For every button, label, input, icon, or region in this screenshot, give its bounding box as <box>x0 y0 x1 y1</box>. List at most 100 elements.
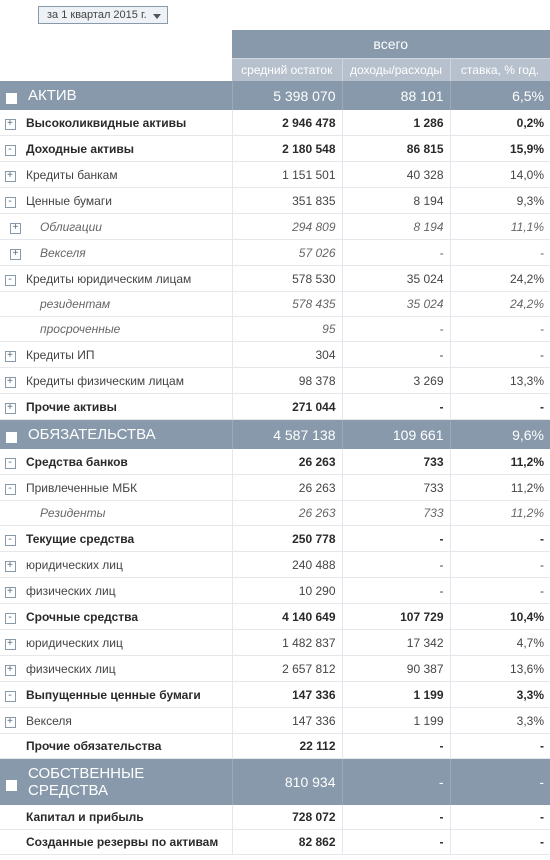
table-row: -Текущие средства250 778-- <box>0 526 550 552</box>
toggle-cell <box>0 317 22 342</box>
toggle-cell[interactable]: - <box>0 604 22 630</box>
cell-v3: 14,0% <box>450 162 550 188</box>
cell-v1: 4 587 138 <box>232 420 342 450</box>
cell-v1: 95 <box>232 317 342 342</box>
expand-icon[interactable]: + <box>5 351 16 362</box>
row-label: Прочие активы <box>22 394 232 420</box>
expand-icon[interactable]: + <box>10 249 21 260</box>
row-label: ОБЯЗАТЕЛЬСТВА <box>22 420 232 450</box>
toggle-cell[interactable]: - <box>0 81 22 110</box>
cell-v2: - <box>342 317 450 342</box>
toggle-cell[interactable]: + <box>0 656 22 682</box>
period-select[interactable]: за 1 квартал 2015 г. <box>38 6 168 24</box>
row-label: Срочные средства <box>22 604 232 630</box>
expand-icon[interactable]: + <box>5 119 16 130</box>
cell-v3: 11,2% <box>450 501 550 526</box>
cell-v1: 578 530 <box>232 266 342 292</box>
cell-v3: - <box>450 734 550 759</box>
row-label: Кредиты физическим лицам <box>22 368 232 394</box>
collapse-icon[interactable]: - <box>5 691 16 702</box>
cell-v3: 3,3% <box>450 682 550 708</box>
cell-v3: - <box>450 394 550 420</box>
expand-icon[interactable]: + <box>5 717 16 728</box>
toggle-cell[interactable]: + <box>0 110 22 136</box>
toggle-cell[interactable]: + <box>0 552 22 578</box>
table-row: +юридических лиц1 482 83717 3424,7% <box>0 630 550 656</box>
cell-v3: 11,1% <box>450 214 550 240</box>
col-avg-balance[interactable]: средний остаток <box>232 59 342 82</box>
collapse-icon[interactable]: - <box>6 93 17 104</box>
chevron-down-icon <box>153 14 161 19</box>
col-rate[interactable]: ставка, % год. <box>450 59 550 82</box>
collapse-icon[interactable]: - <box>6 432 17 443</box>
expand-icon[interactable]: + <box>10 223 21 234</box>
cell-v3: 3,3% <box>450 708 550 734</box>
table-row: Резиденты26 26373311,2% <box>0 501 550 526</box>
expand-icon[interactable]: + <box>5 639 16 650</box>
row-label: АКТИВ <box>22 81 232 110</box>
expand-icon[interactable]: + <box>5 171 16 182</box>
row-label: юридических лиц <box>22 552 232 578</box>
row-label: Выпущенные ценные бумаги <box>22 682 232 708</box>
toggle-cell[interactable]: - <box>0 420 22 450</box>
cell-v1: 147 336 <box>232 682 342 708</box>
cell-v3: 4,7% <box>450 630 550 656</box>
expand-icon[interactable]: + <box>5 377 16 388</box>
toggle-cell[interactable]: + <box>0 578 22 604</box>
toggle-cell[interactable]: - <box>0 682 22 708</box>
collapse-icon[interactable]: - <box>5 613 16 624</box>
collapse-icon[interactable]: - <box>5 535 16 546</box>
cell-v2: - <box>342 240 450 266</box>
toggle-cell[interactable]: - <box>0 188 22 214</box>
toggle-cell[interactable]: - <box>0 759 22 806</box>
cell-v3: - <box>450 342 550 368</box>
toggle-cell[interactable]: + <box>0 240 22 266</box>
table-row: -Срочные средства4 140 649107 72910,4% <box>0 604 550 630</box>
toggle-cell[interactable]: + <box>0 162 22 188</box>
cell-v3: 0,2% <box>450 110 550 136</box>
row-label: просроченные <box>22 317 232 342</box>
cell-v3: - <box>450 317 550 342</box>
collapse-icon[interactable]: - <box>5 145 16 156</box>
expand-icon[interactable]: + <box>5 561 16 572</box>
row-label: Кредиты юридическим лицам <box>22 266 232 292</box>
toggle-cell[interactable]: - <box>0 136 22 162</box>
cell-v1: 98 378 <box>232 368 342 394</box>
cell-v2: 40 328 <box>342 162 450 188</box>
header-spacer2 <box>0 59 232 82</box>
toggle-cell[interactable]: + <box>0 708 22 734</box>
expand-icon[interactable]: + <box>5 587 16 598</box>
collapse-icon[interactable]: - <box>5 484 16 495</box>
expand-icon[interactable]: + <box>5 665 16 676</box>
toggle-cell[interactable]: - <box>0 449 22 475</box>
cell-v1: 271 044 <box>232 394 342 420</box>
collapse-icon[interactable]: - <box>5 458 16 469</box>
cell-v1: 240 488 <box>232 552 342 578</box>
toggle-cell[interactable]: + <box>0 214 22 240</box>
toggle-cell[interactable]: + <box>0 630 22 656</box>
expand-icon[interactable]: + <box>5 403 16 414</box>
toggle-cell[interactable]: - <box>0 266 22 292</box>
cell-v2: 1 199 <box>342 708 450 734</box>
cell-v2: 88 101 <box>342 81 450 110</box>
cell-v2: 733 <box>342 475 450 501</box>
collapse-icon[interactable]: - <box>5 275 16 286</box>
cell-v2: - <box>342 759 450 806</box>
cell-v1: 2 657 812 <box>232 656 342 682</box>
toggle-cell[interactable]: + <box>0 342 22 368</box>
toggle-cell[interactable]: + <box>0 368 22 394</box>
row-label: Капитал и прибыль <box>22 805 232 830</box>
toggle-cell[interactable]: - <box>0 475 22 501</box>
col-income-expense[interactable]: доходы/расходы <box>342 59 450 82</box>
cell-v2: 3 269 <box>342 368 450 394</box>
row-label: Кредиты банкам <box>22 162 232 188</box>
cell-v2: 109 661 <box>342 420 450 450</box>
cell-v1: 82 862 <box>232 830 342 855</box>
toggle-cell[interactable]: + <box>0 394 22 420</box>
cell-v1: 22 112 <box>232 734 342 759</box>
collapse-icon[interactable]: - <box>5 197 16 208</box>
cell-v2: 107 729 <box>342 604 450 630</box>
collapse-icon[interactable]: - <box>6 780 17 791</box>
toggle-cell[interactable]: - <box>0 526 22 552</box>
row-label: Кредиты ИП <box>22 342 232 368</box>
